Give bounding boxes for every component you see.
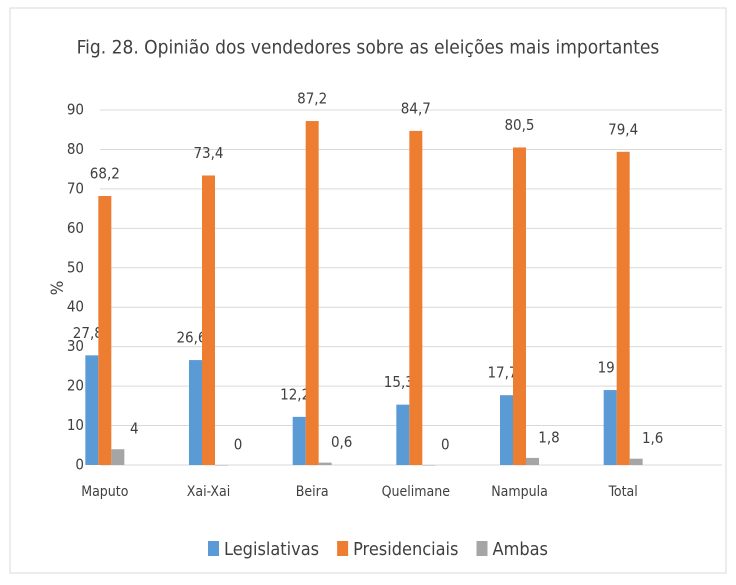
bar <box>422 465 436 466</box>
chart-title: Fig. 28. Opinião dos vendedores sobre as… <box>77 37 660 59</box>
y-tick-label: 50 <box>67 258 84 276</box>
legend-label: Legislativas <box>224 539 319 560</box>
value-label: 17,7 <box>487 364 517 382</box>
bar <box>616 151 630 466</box>
y-tick-label: 40 <box>67 298 84 316</box>
bar <box>85 355 99 465</box>
y-tick-label: 0 <box>75 456 84 474</box>
bar <box>396 404 410 465</box>
bar <box>409 130 423 465</box>
bar <box>215 465 228 466</box>
value-label: 79,4 <box>608 120 638 138</box>
value-label: 0 <box>234 436 243 454</box>
value-label: 26,6 <box>176 329 206 347</box>
y-tick-label: 80 <box>67 140 84 158</box>
value-label: 19 <box>598 359 615 377</box>
x-tick-label: Beira <box>296 484 329 500</box>
bar <box>513 147 526 465</box>
bar <box>98 195 112 465</box>
bar <box>603 390 617 465</box>
legend-label: Ambas <box>493 539 549 560</box>
bar <box>189 360 202 465</box>
legend-swatch <box>208 541 219 556</box>
value-label: 15,3 <box>384 373 414 391</box>
bar <box>526 457 539 465</box>
value-label: 68,2 <box>90 164 120 182</box>
value-label: 87,2 <box>297 90 327 108</box>
bar <box>111 449 125 465</box>
value-label: 0,6 <box>331 433 352 451</box>
value-label: 84,7 <box>401 99 431 117</box>
y-tick-label: 70 <box>67 179 84 197</box>
y-tick-label: 90 <box>67 101 84 119</box>
bar <box>202 175 215 465</box>
x-tick-label: Quelimane <box>382 484 451 500</box>
x-tick-label: Nampula <box>491 484 548 500</box>
x-tick-label: Xai-Xai <box>187 484 231 500</box>
y-axis-label: % <box>48 281 68 296</box>
x-tick-label: Total <box>608 484 638 500</box>
chart-frame <box>9 7 727 574</box>
bar <box>305 121 319 466</box>
bar <box>318 462 332 465</box>
value-label: 73,4 <box>193 144 223 162</box>
value-label: 27,8 <box>73 324 103 342</box>
legend-swatch <box>337 541 349 556</box>
value-label: 80,5 <box>504 116 534 134</box>
legend-label: Presidenciais <box>353 539 458 560</box>
y-tick-label: 20 <box>67 377 84 395</box>
value-label: 1,6 <box>642 429 663 447</box>
y-tick-label: 30 <box>67 337 84 355</box>
value-label: 4 <box>130 420 139 438</box>
y-tick-label: 60 <box>67 219 84 237</box>
value-label: 1,8 <box>538 428 559 446</box>
y-tick-label: 10 <box>67 416 84 434</box>
x-tick-label: Maputo <box>81 484 129 500</box>
value-label: 0 <box>441 436 450 454</box>
bar <box>292 416 306 465</box>
bar <box>629 458 643 465</box>
bar <box>500 395 513 465</box>
legend-swatch <box>476 541 488 556</box>
value-label: 12,2 <box>280 385 310 403</box>
